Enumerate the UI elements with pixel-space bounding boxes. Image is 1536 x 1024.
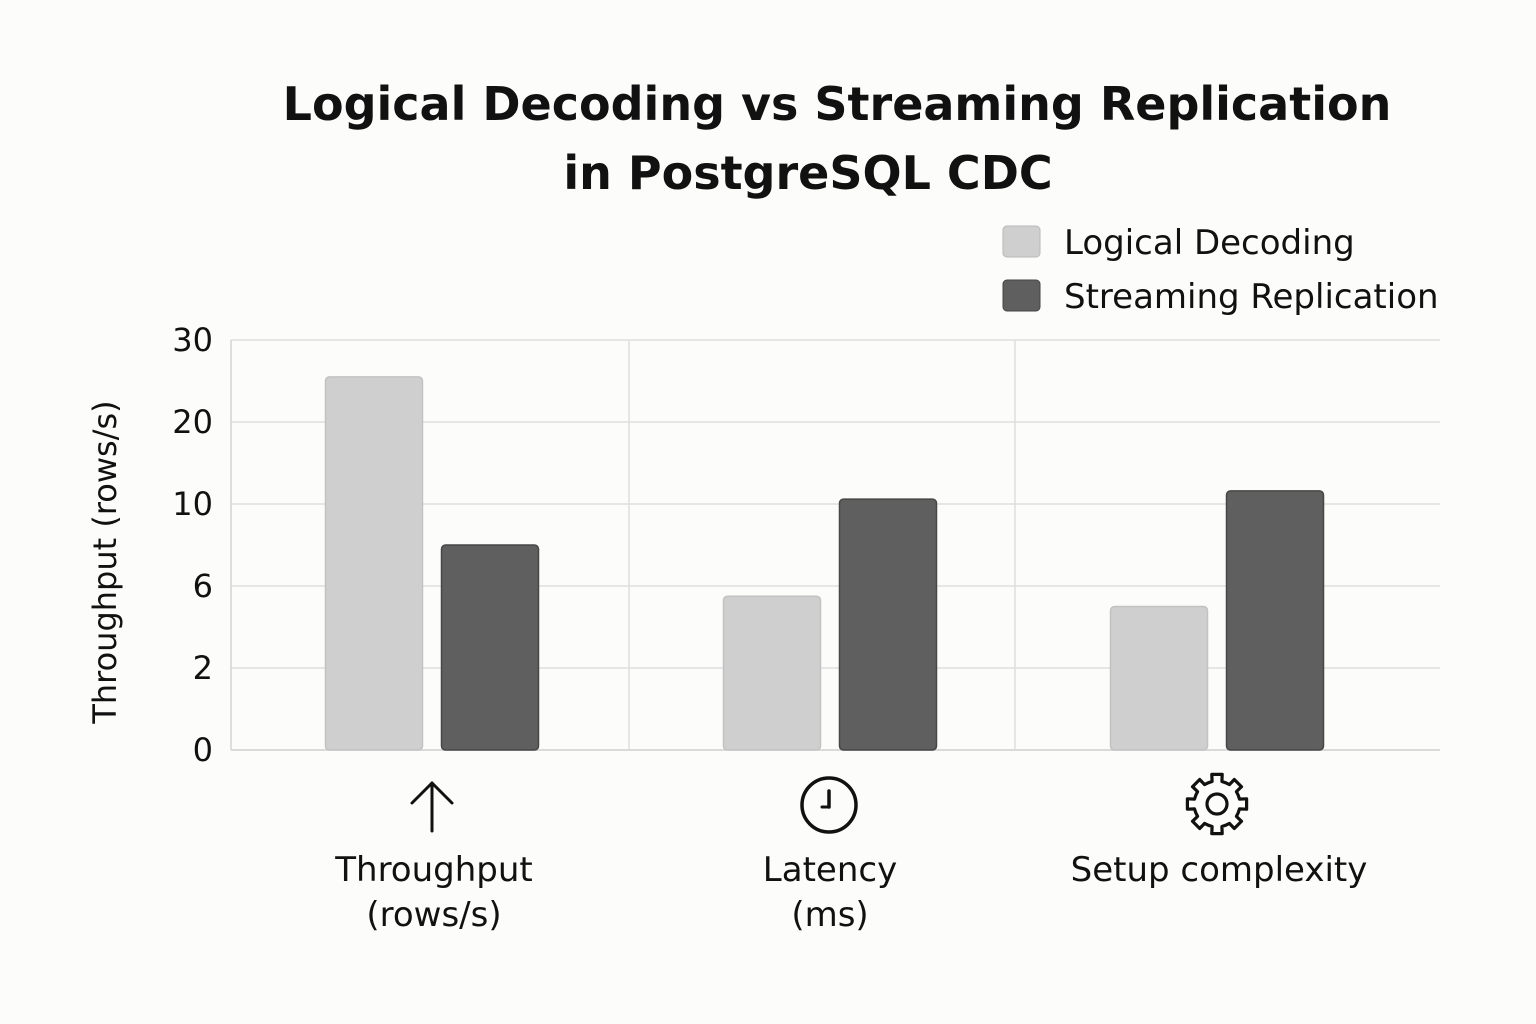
bars xyxy=(324,376,1325,751)
category-labels: Throughput (rows/s) Latency (ms) Setup compl… xyxy=(334,850,1367,935)
arrow-up-icon xyxy=(410,781,454,833)
y-tick-label: 2 xyxy=(193,649,213,687)
category-label-2: (rows/s) xyxy=(366,895,501,935)
legend-label-streaming-replication: Streaming Replication xyxy=(1064,277,1439,317)
y-tick-label: 6 xyxy=(193,567,213,605)
category-label-1: Latency xyxy=(763,850,897,890)
y-tick-label: 10 xyxy=(172,485,213,523)
legend: Logical Decoding Streaming Replication xyxy=(1002,223,1439,317)
chart-title-line-2: in PostgreSQL CDC xyxy=(563,146,1052,200)
y-tick-label: 20 xyxy=(172,403,213,441)
y-tick-label: 0 xyxy=(193,731,213,769)
category-label-2: (ms) xyxy=(791,895,868,935)
category-icons xyxy=(410,772,1249,836)
grid xyxy=(230,339,1440,751)
chart-title-line-1: Logical Decoding vs Streaming Replicatio… xyxy=(283,77,1392,131)
bar-logical-decoding-latency-ms xyxy=(722,595,822,751)
chart-title: Logical Decoding vs Streaming Replicatio… xyxy=(283,77,1392,200)
legend-swatch-streaming-replication xyxy=(1002,279,1041,312)
legend-swatch-logical-decoding xyxy=(1002,225,1041,258)
bar-logical-decoding-setup-complexity xyxy=(1109,605,1209,751)
y-tick-label: 30 xyxy=(172,321,213,359)
category-label-1: Setup complexity xyxy=(1071,850,1368,890)
bar-streaming-replication-throughput-rows-s xyxy=(440,544,540,751)
category-label-1: Throughput xyxy=(334,850,533,890)
bar-streaming-replication-setup-complexity xyxy=(1225,490,1325,751)
bar-streaming-replication-latency-ms xyxy=(838,498,938,751)
clock-icon xyxy=(800,776,858,834)
legend-label-logical-decoding: Logical Decoding xyxy=(1064,223,1355,263)
gear-icon xyxy=(1185,772,1249,836)
bar-logical-decoding-throughput-rows-s xyxy=(324,376,424,751)
y-axis-label: Throughput (rows/s) xyxy=(86,400,124,724)
